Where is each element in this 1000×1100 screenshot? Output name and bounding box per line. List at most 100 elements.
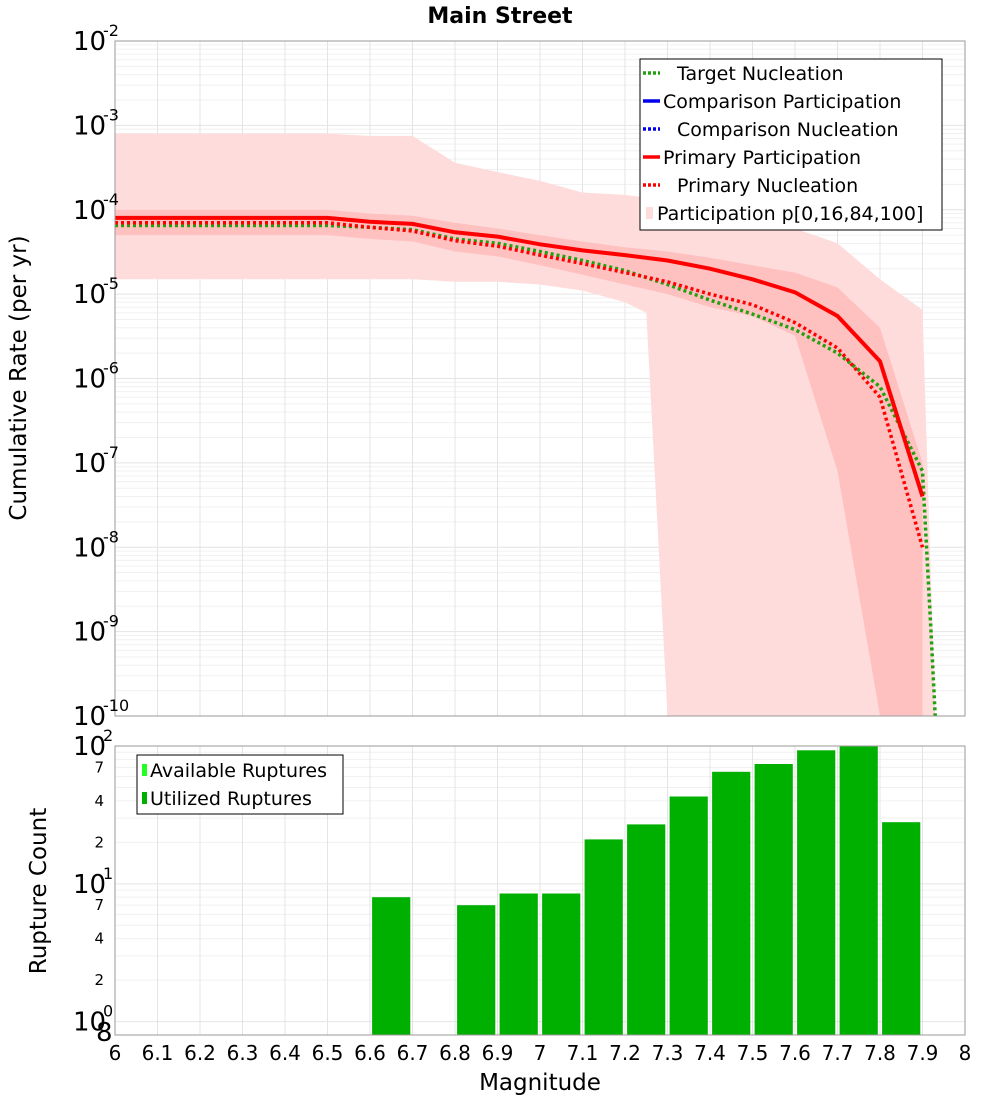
legend-label: Primary Nucleation: [677, 175, 858, 197]
x-tick-label: 6.1: [142, 1041, 174, 1065]
rate-lines: [115, 215, 937, 717]
legend-item: Comparison Participation: [643, 91, 901, 113]
y-tick-base: 10: [73, 365, 106, 395]
rupture-bar: [712, 771, 751, 1035]
participation-bands: [115, 133, 936, 717]
x-tick-label: 7.7: [822, 1041, 854, 1065]
y-tick-base: 10: [73, 870, 106, 900]
y-bottom-tick-label: 8: [96, 1018, 113, 1048]
x-tick-label: 7.3: [652, 1041, 684, 1065]
series-line-1: [115, 215, 925, 498]
x-tick-label: 7.5: [737, 1041, 769, 1065]
rupture-bar: [882, 822, 921, 1035]
x-axis-label: Magnitude: [479, 1070, 601, 1096]
y-tick-label: 10-10: [73, 696, 129, 732]
legend-swatch: [142, 792, 147, 804]
rupture-bar: [584, 839, 623, 1035]
x-tick-label: 7.8: [864, 1041, 896, 1065]
legend-label: Available Ruptures: [150, 760, 327, 782]
legend-label: Comparison Nucleation: [677, 119, 899, 141]
x-tick-label: 6.3: [227, 1041, 259, 1065]
y-tick-base: 10: [73, 533, 106, 563]
legend-label: Target Nucleation: [676, 63, 844, 85]
x-tick-label: 7.1: [567, 1041, 599, 1065]
top-y-axis-label: Cumulative Rate (per yr): [6, 235, 32, 520]
legend-label: Primary Participation: [663, 147, 861, 169]
y-minor-tick-label: 4: [94, 930, 104, 948]
y-tick-base: 10: [73, 27, 106, 57]
rupture-bar: [754, 764, 793, 1035]
x-tick-label: 7.4: [694, 1041, 726, 1065]
x-tick-label: 6.9: [482, 1041, 514, 1065]
bottom-y-axis-label: Rupture Count: [26, 808, 52, 974]
legend-item: Comparison Nucleation: [643, 119, 899, 141]
y-tick-exponent: 0: [103, 1002, 113, 1021]
legend-label: Participation p[0,16,84,100]: [657, 203, 923, 225]
y-tick-exponent: -2: [103, 21, 119, 40]
y-tick-exponent: -6: [103, 359, 119, 378]
x-tick-label: 6.8: [439, 1041, 471, 1065]
y-tick-label: 10-3: [73, 105, 119, 141]
x-tick-label: 7: [534, 1041, 547, 1065]
y-minor-tick-label: 2: [94, 833, 104, 851]
series-line-0: [115, 223, 937, 717]
y-tick-label: 10-4: [73, 190, 119, 226]
rupture-plot-frame: [114, 745, 966, 1036]
y-tick-exponent: 1: [103, 864, 113, 883]
legend-swatch: [142, 764, 147, 776]
y-minor-tick-label: 4: [94, 792, 104, 810]
y-tick-label: 10-9: [73, 612, 119, 648]
y-tick-base: 10: [73, 111, 106, 141]
x-tick-label: 8: [959, 1041, 972, 1065]
x-tick-label: 7.9: [907, 1041, 939, 1065]
legend-item: Participation p[0,16,84,100]: [646, 203, 923, 225]
rate-y-ticks: 10-210-310-410-510-610-710-810-910-10: [73, 21, 129, 732]
y-tick-exponent: -9: [103, 612, 119, 631]
rupture-bars: [372, 746, 921, 1035]
x-tick-label: 6.7: [397, 1041, 429, 1065]
rupture-bar: [627, 824, 666, 1035]
y-tick-label: 10-2: [73, 21, 119, 57]
y-tick-label: 100: [73, 1002, 113, 1038]
x-tick-label: 6.6: [354, 1041, 386, 1065]
rupture-bar: [499, 893, 538, 1035]
rupture-bar: [372, 897, 411, 1035]
y-tick-label: 10-5: [73, 274, 119, 310]
y-tick-exponent: -5: [103, 274, 119, 293]
x-tick-label: 6.4: [269, 1041, 301, 1065]
rupture-bar: [797, 750, 836, 1035]
y-tick-base: 10: [73, 618, 106, 648]
rate-legend-box: [639, 58, 943, 231]
x-tick-label: 7.6: [779, 1041, 811, 1065]
y-tick-base: 10: [73, 196, 106, 226]
y-tick-exponent: -7: [103, 443, 119, 462]
rate-legend: Target Nucleation Comparison Participatio…: [639, 58, 943, 231]
legend-item: Available Ruptures: [142, 760, 327, 782]
y-minor-tick-label: 7: [94, 896, 104, 914]
rupture-legend-box: [136, 754, 344, 815]
y-tick-exponent: -3: [103, 105, 119, 124]
legend-swatch: [646, 207, 653, 219]
y-tick-exponent: -4: [103, 190, 119, 209]
x-tick-label: 7.2: [609, 1041, 641, 1065]
x-tick-label: 6.2: [184, 1041, 216, 1065]
rupture-bar: [542, 893, 581, 1035]
magnitude-x-ticks: 6 6.1 6.2 6.3 6.4 6.5 6.6 6.7 6.8 6.9 7 7.1 7.2 7.3 7.…: [109, 1041, 972, 1065]
series-line-2: [115, 221, 925, 548]
y-minor-tick-label: 7: [94, 758, 104, 776]
legend-label: Comparison Participation: [663, 91, 901, 113]
rupture-legend: Available Ruptures Utilized Ruptures: [136, 754, 344, 815]
legend-item: Primary Participation: [643, 147, 861, 169]
y-tick-base: 10: [73, 702, 106, 732]
y-tick-label: 10-6: [73, 359, 119, 395]
y-tick-base: 10: [73, 449, 106, 479]
y-tick-label: 10-8: [73, 527, 119, 563]
y-tick-label: 10-7: [73, 443, 119, 479]
rupture-bar: [839, 746, 878, 1035]
y-tick-label: 102: [73, 726, 113, 762]
legend-label: Utilized Ruptures: [150, 788, 312, 810]
y-tick-exponent: -10: [103, 696, 129, 715]
y-tick-base: 10: [73, 1008, 106, 1038]
